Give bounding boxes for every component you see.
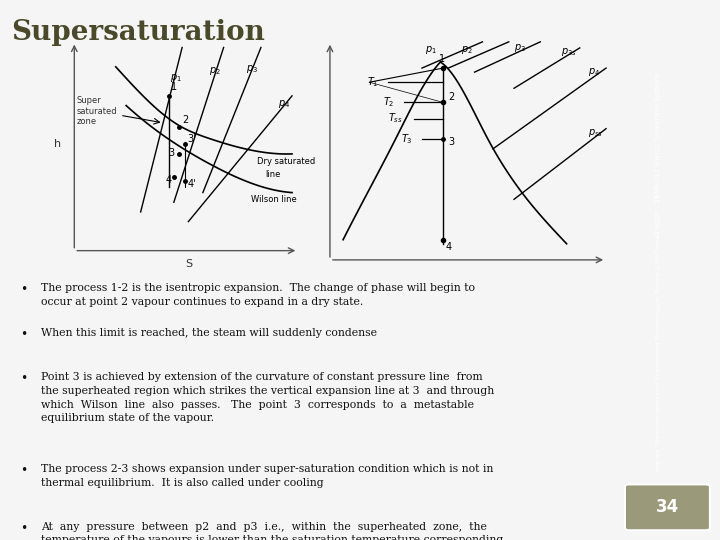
Text: Point 3 is achieved by extension of the curvature of constant pressure line  fro: Point 3 is achieved by extension of the … — [40, 372, 494, 423]
Text: Supersaturation: Supersaturation — [12, 19, 265, 46]
Text: $T_3$: $T_3$ — [401, 132, 413, 146]
Text: $p_4$: $p_4$ — [588, 66, 600, 78]
Text: 2: 2 — [449, 92, 454, 103]
Text: 4: 4 — [446, 242, 451, 252]
Text: $p_3$: $p_3$ — [514, 42, 526, 54]
Text: $T_2$: $T_2$ — [382, 96, 394, 109]
Text: $p_{ss}$: $p_{ss}$ — [588, 127, 603, 139]
Text: $p_2$: $p_2$ — [209, 65, 221, 77]
Text: 2: 2 — [182, 115, 189, 125]
Text: Dry saturated: Dry saturated — [257, 157, 315, 166]
Text: 3': 3' — [187, 134, 196, 144]
Text: Applied Thermodynamics for Engineering Technologists; Eastop & McConkey: Applied Thermodynamics for Engineering T… — [656, 230, 661, 472]
Text: 4': 4' — [187, 179, 196, 189]
Text: 3: 3 — [168, 148, 175, 158]
Text: 1: 1 — [439, 54, 445, 64]
Text: $T_{ss}$: $T_{ss}$ — [388, 112, 402, 125]
Text: 1: 1 — [171, 82, 177, 92]
Text: $p_2$: $p_2$ — [462, 44, 473, 56]
Text: •: • — [20, 522, 27, 535]
Text: •: • — [20, 284, 27, 296]
Text: EME-322 Energy Conversion Systems: EME-322 Energy Conversion Systems — [655, 73, 662, 197]
Text: 3: 3 — [449, 137, 454, 147]
Text: h: h — [54, 139, 61, 149]
Text: $p_4$: $p_4$ — [277, 98, 289, 110]
Text: Wilson line: Wilson line — [251, 195, 297, 204]
Text: At  any  pressure  between  p2  and  p3  i.e.,  within  the  superheated  zone, : At any pressure between p2 and p3 i.e., … — [40, 522, 503, 540]
Text: •: • — [20, 372, 27, 386]
Text: $T_1$: $T_1$ — [366, 75, 378, 89]
FancyBboxPatch shape — [625, 484, 710, 530]
Text: line: line — [265, 170, 281, 179]
Text: •: • — [20, 464, 27, 477]
Text: When this limit is reached, the steam will suddenly condense: When this limit is reached, the steam wi… — [40, 328, 377, 338]
Text: $p_1$: $p_1$ — [425, 44, 436, 56]
Text: Super
saturated
zone: Super saturated zone — [76, 97, 117, 126]
Text: The process 1-2 is the isentropic expansion.  The change of phase will begin to
: The process 1-2 is the isentropic expans… — [40, 284, 474, 307]
Text: $p_1$: $p_1$ — [170, 72, 181, 84]
Text: S: S — [185, 259, 192, 269]
Text: Chapter – 10: Chapter – 10 — [655, 194, 662, 238]
Text: $p_3$: $p_3$ — [246, 63, 258, 75]
Text: •: • — [20, 328, 27, 341]
Text: The process 2-3 shows expansion under super-saturation condition which is not in: The process 2-3 shows expansion under su… — [40, 464, 493, 488]
Text: 4: 4 — [166, 175, 171, 185]
Text: $p_{3s}$: $p_{3s}$ — [562, 46, 577, 58]
Text: 34: 34 — [656, 498, 679, 516]
